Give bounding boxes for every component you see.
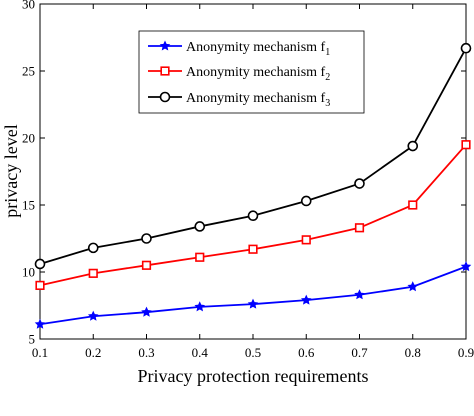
series-3-point [300, 195, 312, 207]
series-3-point [141, 233, 152, 244]
series-1-line [39, 265, 467, 326]
series-2 [35, 140, 471, 291]
series-2-point [248, 244, 258, 254]
legend-marker [160, 66, 170, 76]
series-3-point [247, 210, 259, 222]
series-3-point [194, 221, 206, 232]
series-1-point [34, 318, 46, 329]
legend: Anonymity mechanism f1 Anonymity mechanis… [138, 30, 365, 114]
y-tick-label: 25 [22, 64, 35, 79]
series-2-point [461, 140, 471, 150]
series-1-point [87, 310, 99, 321]
series-2-point [88, 268, 98, 278]
y-tick-label: 10 [22, 265, 35, 280]
legend-item-2: Anonymity mechanism f2 [148, 65, 330, 83]
series-3-point [87, 242, 99, 254]
series-3-point [460, 42, 472, 54]
series-2-point [408, 200, 418, 210]
series-1-point [141, 306, 152, 317]
legend-marker [159, 40, 171, 51]
legend-box [138, 30, 365, 114]
series-layer [34, 42, 472, 329]
y-axis-title: privacy level [1, 124, 21, 217]
series-2-point [35, 280, 45, 291]
series-3-point [354, 178, 365, 189]
series-1-point [247, 298, 259, 309]
series-2-point [301, 235, 311, 245]
x-tick-label: 0.7 [351, 345, 368, 360]
x-tick-label: 0.5 [245, 345, 261, 360]
series-2-point [195, 252, 205, 262]
legend-marker [159, 91, 171, 103]
x-tick-label: 0.3 [138, 345, 154, 360]
legend-label: Anonymity mechanism f3 [186, 91, 330, 109]
series-2-point [354, 223, 365, 233]
legend-label: Anonymity mechanism f2 [186, 65, 330, 83]
y-tick-label: 20 [22, 131, 35, 146]
x-tick-label: 0.8 [405, 345, 421, 360]
x-tick-label: 0.9 [458, 345, 474, 360]
series-1-point [460, 261, 472, 272]
axis-ticks: 0.1 0.2 0.3 0.4 0.5 0.6 0.7 0.8 0.9 5 10 15 20 25 30 [22, 0, 474, 360]
legend-label: Anonymity mechanism f1 [186, 40, 330, 58]
series-1-point [194, 301, 206, 312]
series-3 [34, 42, 472, 270]
series-3-point [34, 258, 46, 270]
y-tick-label: 5 [29, 332, 36, 347]
x-tick-label: 0.6 [298, 345, 315, 360]
x-axis-title: Privacy protection requirements [138, 366, 369, 386]
y-tick-label: 15 [22, 198, 35, 213]
legend-item-3: Anonymity mechanism f3 [148, 91, 330, 109]
series-3-point [407, 140, 419, 152]
x-tick-label: 0.2 [85, 345, 101, 360]
series-1-point [407, 281, 419, 292]
series-1-point [354, 289, 365, 300]
x-tick-label: 0.4 [192, 345, 209, 360]
series-1-point [300, 294, 312, 305]
x-tick-label: 0.1 [32, 345, 48, 360]
y-tick-label: 30 [22, 0, 35, 12]
legend-item-1: Anonymity mechanism f1 [148, 40, 330, 58]
series-1 [34, 261, 472, 329]
series-2-point [141, 260, 152, 270]
